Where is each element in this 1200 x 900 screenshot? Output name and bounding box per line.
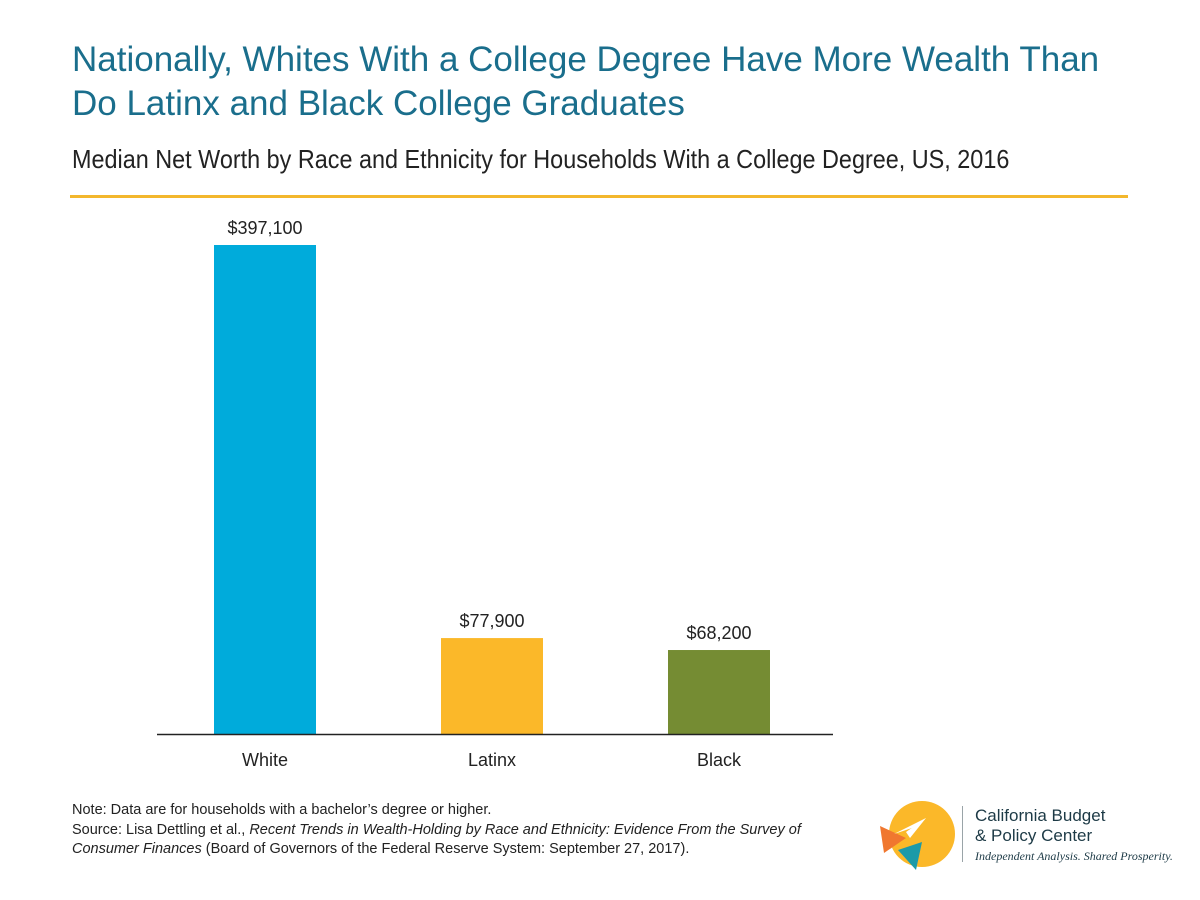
source-suffix: (Board of Governors of the Federal Reser…	[201, 841, 690, 857]
chart-subtitle: Median Net Worth by Race and Ethnicity f…	[72, 144, 1010, 174]
org-name-line2: & Policy Center	[975, 826, 1093, 845]
source-title: Recent Trends in Wealth-Holding by Race …	[72, 821, 801, 858]
logo-divider	[962, 806, 963, 862]
source-prefix: Source: Lisa Dettling et al.,	[72, 821, 250, 838]
cbpc-logo-icon	[880, 801, 955, 870]
value-label-black: $68,200	[686, 623, 751, 643]
source-text: Source: Lisa Dettling et al., Recent Tre…	[72, 821, 852, 860]
org-name-line1: California Budget	[975, 806, 1106, 825]
category-label-latinx: Latinx	[468, 750, 516, 770]
chart-title: Nationally, Whites With a College Degree…	[72, 40, 1100, 123]
value-label-latinx: $77,900	[459, 611, 524, 631]
category-label-white: White	[242, 750, 288, 770]
bar-white	[214, 245, 316, 734]
title-rule	[70, 195, 1128, 198]
category-label-black: Black	[697, 750, 742, 770]
value-label-white: $397,100	[227, 218, 302, 238]
bar-latinx	[441, 638, 543, 734]
org-tagline: Independent Analysis. Shared Prosperity.	[975, 849, 1173, 863]
org-name: California Budget & Policy Center	[975, 806, 1185, 846]
bar-black	[668, 650, 770, 734]
footer-notes: Note: Data are for households with a bac…	[72, 801, 852, 860]
note-text: Note: Data are for households with a bac…	[72, 802, 492, 818]
